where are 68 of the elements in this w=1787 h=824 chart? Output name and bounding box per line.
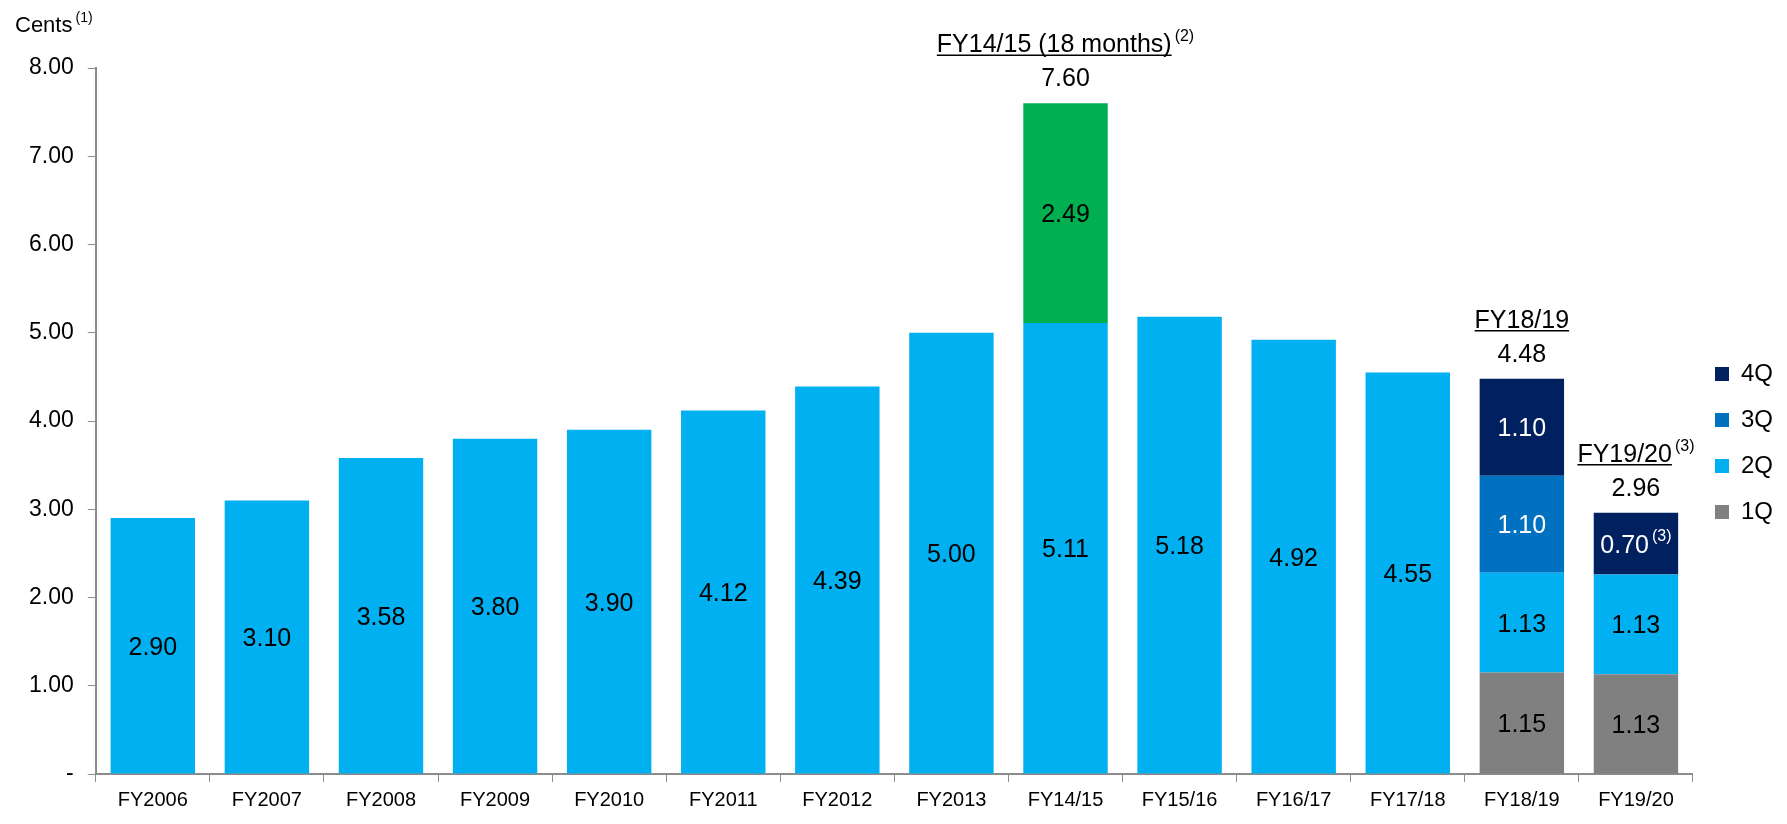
x-tick-label: FY19/20 — [1598, 787, 1674, 810]
x-tick-label: FY2008 — [345, 787, 417, 810]
total-label: 2.96 — [1611, 472, 1661, 501]
bar — [452, 438, 538, 774]
data-label: 1.13 — [1497, 608, 1547, 637]
data-label: 4.55 — [1383, 558, 1433, 587]
y-tick-label: 8.00 — [29, 53, 74, 80]
legend-label: 3Q — [1740, 404, 1773, 432]
total-label: 7.60 — [1041, 63, 1090, 92]
x-tick-label: FY2009 — [460, 787, 531, 810]
bar — [338, 458, 424, 774]
x-tick-label: FY14/15 — [1027, 787, 1104, 810]
data-label: 1.10 — [1497, 510, 1547, 539]
data-label: 1.15 — [1497, 709, 1547, 738]
x-tick-label: FY2012 — [802, 787, 873, 810]
data-label: 5.11 — [1042, 534, 1089, 563]
x-tick-label: FY18/19 — [1484, 787, 1560, 810]
data-label: 3.80 — [470, 592, 520, 621]
y-tick-label: 2.00 — [29, 582, 74, 609]
bar — [795, 386, 880, 774]
x-tick-label: FY2006 — [117, 787, 188, 810]
x-tick-label: FY16/17 — [1255, 787, 1332, 810]
y-tick-label: 6.00 — [29, 229, 74, 256]
legend-label: 2Q — [1740, 450, 1773, 478]
annotation: FY18/19 — [1474, 304, 1570, 333]
data-label: 1.10 — [1497, 413, 1547, 442]
bar — [681, 410, 766, 774]
data-label: 2.49 — [1041, 199, 1090, 228]
x-tick-label: FY2007 — [231, 787, 302, 810]
y-tick-label: 1.00 — [29, 671, 74, 698]
data-label: 3.90 — [584, 587, 634, 616]
legend-label: 4Q — [1740, 358, 1773, 386]
x-tick-label: FY2011 — [688, 787, 758, 810]
bar — [1479, 378, 1565, 476]
bar — [224, 500, 310, 774]
bar — [1593, 574, 1679, 675]
bar — [1023, 103, 1108, 324]
bar — [566, 429, 652, 774]
bar — [1365, 372, 1450, 774]
data-label: 3.58 — [356, 601, 406, 630]
bar — [1593, 512, 1679, 575]
bar — [909, 332, 994, 774]
x-tick-label: FY15/16 — [1141, 787, 1218, 810]
bar — [1137, 316, 1222, 774]
bar — [1479, 572, 1565, 673]
data-label: 3.10 — [242, 622, 292, 651]
y-tick-label: 5.00 — [29, 318, 74, 345]
total-label: 4.48 — [1497, 338, 1547, 367]
x-tick-label: FY2013 — [916, 787, 987, 810]
y-tick-label: 4.00 — [29, 406, 74, 433]
data-label: 1.13 — [1611, 709, 1661, 738]
bar — [110, 518, 196, 774]
y-tick-label: - — [66, 759, 74, 786]
x-tick-label: FY17/18 — [1369, 787, 1446, 810]
data-label: 4.39 — [813, 566, 862, 595]
data-label: 4.92 — [1269, 542, 1319, 571]
bar — [1251, 339, 1336, 774]
legend-label: 1Q — [1740, 496, 1773, 524]
data-label: 5.00 — [927, 539, 976, 568]
data-label: 1.13 — [1611, 610, 1661, 639]
data-label: 2.90 — [128, 631, 178, 660]
bar — [1023, 323, 1108, 774]
data-label: 4.12 — [698, 577, 748, 606]
bar — [1479, 475, 1565, 573]
data-label: 5.18 — [1155, 531, 1204, 560]
y-tick-label: 7.00 — [29, 141, 74, 168]
y-tick-label: 3.00 — [29, 494, 74, 521]
x-tick-label: FY2010 — [574, 787, 645, 810]
